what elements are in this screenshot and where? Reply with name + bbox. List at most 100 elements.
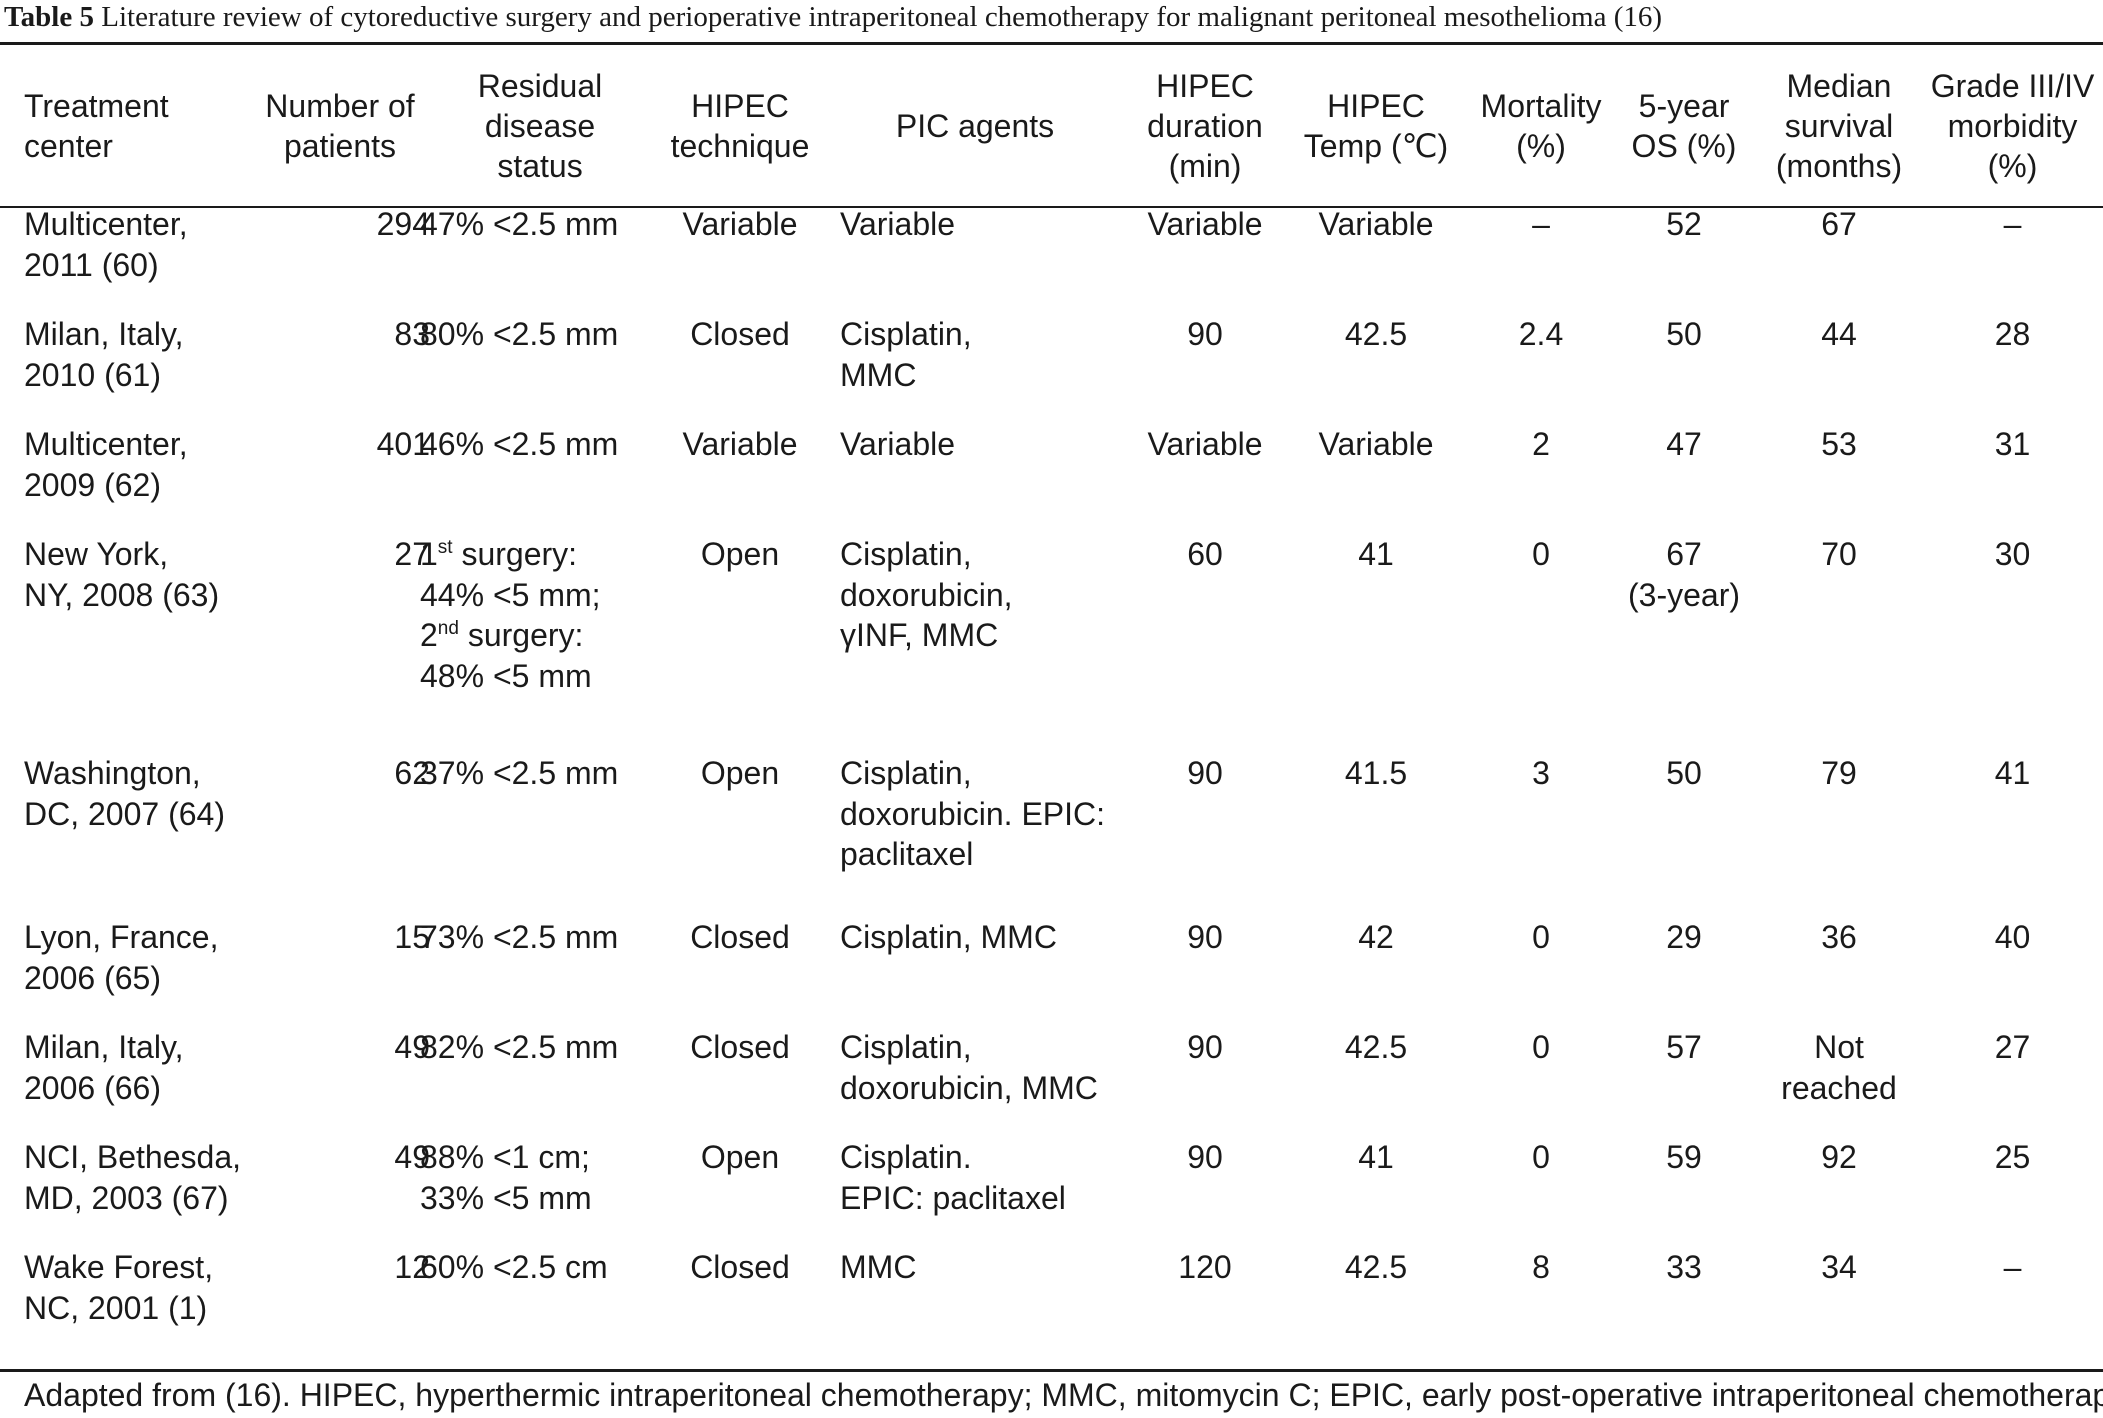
cell-residual-disease-status: 37% <2.5 mm	[420, 753, 660, 794]
cell-number-of-patients: 15	[394, 919, 430, 955]
cell-hipec-duration: 90	[1187, 316, 1223, 352]
cell-hipec-temp: 42	[1358, 919, 1394, 955]
cell-line: 79	[1821, 755, 1857, 791]
cell-line: Washington,	[24, 755, 201, 791]
cell-line: 47% <2.5 mm	[420, 206, 619, 242]
cell-line: doxorubicin, MMC	[840, 1069, 1098, 1106]
cell-line: 44% <5 mm;	[420, 576, 601, 613]
cell-line: HIPEC	[1156, 67, 1254, 104]
cell-hipec-duration: 60	[1187, 536, 1223, 572]
cell-line: Multicenter,	[24, 206, 188, 242]
cell-median-survival: 44	[1756, 314, 1922, 355]
cell-hipec-technique: Open	[700, 755, 780, 791]
cell-hipec-temp: 42.5	[1344, 1029, 1408, 1065]
cell-residual-disease-status: 46% <2.5 mm	[420, 424, 660, 465]
table-footnote: Adapted from (16). HIPEC, hyperthermic i…	[24, 1377, 2103, 1413]
cell-number-of-patients: 401	[376, 426, 430, 462]
cell-line: doxorubicin,	[840, 576, 1013, 613]
cell-residual-disease-status: 82% <2.5 mm	[420, 1027, 660, 1068]
cell-hipec-temp: 42.5	[1344, 1249, 1408, 1285]
cell-treatment-center: NCI, Bethesda, MD, 2003 (67)	[24, 1137, 254, 1218]
cell-line: PIC agents	[895, 107, 1055, 144]
cell-line: 48% <5 mm	[420, 657, 592, 694]
cell-line: γINF, MMC	[840, 617, 999, 653]
cell-hipec-temp: 41	[1358, 1139, 1394, 1175]
cell-hipec-technique: Closed	[690, 919, 790, 955]
cell-line: 82% <2.5 mm	[420, 1029, 619, 1065]
cell-pic-agents: Cisplatin. EPIC: paclitaxel	[840, 1137, 1110, 1218]
cell-mortality: 2	[1532, 426, 1550, 462]
cell-line: 1st surgery:	[420, 536, 578, 572]
cell-five-year-os: 57	[1612, 1027, 1756, 1068]
cell-mortality: 2.4	[1518, 316, 1564, 352]
cell-line: technique	[670, 127, 810, 164]
cell-line: 33% <5 mm	[420, 1179, 592, 1216]
cell-line: New York,	[24, 536, 169, 572]
cell-residual-disease-status: 88% <1 cm; 33% <5 mm	[420, 1137, 660, 1218]
cell-line: HIPEC	[1327, 87, 1425, 124]
cell-residual-disease-status: 47% <2.5 mm	[420, 204, 660, 245]
cell-line: morbidity	[1947, 107, 2078, 144]
cell-number-of-patients: 12	[394, 1249, 430, 1285]
cell-hipec-temp: 41.5	[1344, 755, 1408, 791]
cell-line: center	[24, 127, 113, 164]
cell-treatment-center: Milan, Italy, 2010 (61)	[24, 314, 254, 395]
cell-pic-agents: MMC	[840, 1247, 1110, 1288]
cell-line: 33	[1666, 1249, 1702, 1285]
cell-grade-morbidity: 30	[1994, 536, 2031, 572]
cell-hipec-technique: Closed	[690, 1029, 790, 1065]
cell-line: Cisplatin,	[840, 536, 972, 572]
cell-pic-agents: Cisplatin, doxorubicin, γINF, MMC	[840, 534, 1110, 656]
cell-number-of-patients: 27	[394, 536, 430, 572]
cell-line: 2006 (65)	[24, 959, 161, 996]
cell-line: 73% <2.5 mm	[420, 919, 619, 955]
cell-line: reached	[1781, 1069, 1897, 1106]
cell-pic-agents: Cisplatin, doxorubicin. EPIC: paclitaxel	[840, 753, 1110, 875]
cell-line: (%)	[1987, 147, 2038, 184]
cell-median-survival: 79	[1756, 753, 1922, 794]
cell-line: disease	[484, 107, 596, 144]
cell-hipec-duration: 90	[1187, 755, 1223, 791]
cell-five-year-os: 50	[1612, 314, 1756, 355]
cell-hipec-temp: 41	[1358, 536, 1394, 572]
cell-hipec-technique: Closed	[690, 316, 790, 352]
cell-treatment-center: Wake Forest, NC, 2001 (1)	[24, 1247, 254, 1328]
cell-grade-morbidity: –	[2003, 206, 2022, 242]
cell-median-survival: 34	[1756, 1247, 1922, 1288]
cell-hipec-technique: Open	[700, 536, 780, 572]
cell-grade-morbidity: 28	[1994, 316, 2031, 352]
column-header-mortality: Mortality (%)	[1470, 86, 1612, 166]
column-header-residual-disease-status: Residual disease status	[430, 66, 650, 186]
cell-treatment-center: Milan, Italy, 2006 (66)	[24, 1027, 254, 1108]
cell-line: (3-year)	[1627, 576, 1740, 613]
cell-hipec-technique: Variable	[682, 426, 798, 462]
cell-residual-disease-status: 1st surgery: 44% <5 mm; 2nd surgery: 48% <5…	[420, 534, 660, 696]
cell-line: 46% <2.5 mm	[420, 426, 619, 462]
cell-line: NC, 2001 (1)	[24, 1289, 208, 1326]
table-label: Table 5	[4, 1, 94, 33]
cell-line: Wake Forest,	[24, 1249, 214, 1285]
cell-line: 2nd surgery:	[420, 617, 584, 653]
cell-hipec-duration: Variable	[1147, 426, 1263, 462]
cell-five-year-os: 29	[1612, 917, 1756, 958]
cell-line: patients	[283, 127, 397, 164]
cell-line: 2006 (66)	[24, 1069, 161, 1106]
cell-median-survival: Not reached	[1756, 1027, 1922, 1108]
column-header-hipec-duration: HIPEC duration (min)	[1128, 66, 1282, 186]
cell-line: MMC	[840, 1249, 917, 1285]
cell-mortality: 0	[1532, 1029, 1550, 1065]
cell-line: 59	[1666, 1139, 1702, 1175]
cell-five-year-os: 33	[1612, 1247, 1756, 1288]
cell-five-year-os: 47	[1612, 424, 1756, 465]
cell-line: MMC	[840, 356, 917, 393]
cell-grade-morbidity: 31	[1994, 426, 2031, 462]
cell-line: Multicenter,	[24, 426, 188, 462]
cell-line: 70	[1821, 536, 1857, 572]
cell-five-year-os: 67 (3-year)	[1612, 534, 1756, 615]
cell-line: Variable	[840, 206, 956, 242]
cell-number-of-patients: 62	[394, 755, 430, 791]
cell-line: 2011 (60)	[24, 246, 159, 283]
table-bottom-rule	[0, 1369, 2103, 1372]
cell-line: Temp (℃)	[1303, 127, 1449, 164]
cell-number-of-patients: 49	[394, 1029, 430, 1065]
